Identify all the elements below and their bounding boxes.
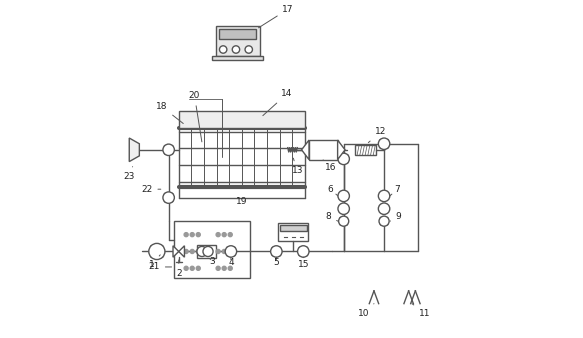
Circle shape — [184, 266, 188, 270]
Bar — [309, 140, 338, 160]
Text: 16: 16 — [323, 160, 336, 172]
Text: 11: 11 — [412, 304, 430, 318]
Text: 2: 2 — [176, 260, 181, 278]
Bar — [216, 26, 259, 56]
Text: 12: 12 — [368, 127, 387, 143]
Text: 8: 8 — [326, 212, 338, 221]
Circle shape — [190, 266, 194, 270]
Text: 21: 21 — [149, 262, 171, 271]
Circle shape — [190, 249, 194, 254]
Polygon shape — [301, 140, 309, 160]
Circle shape — [378, 138, 390, 149]
Bar — [174, 221, 250, 279]
Circle shape — [271, 246, 282, 257]
Text: 19: 19 — [236, 197, 248, 206]
Circle shape — [216, 233, 220, 237]
Bar — [278, 223, 308, 241]
Circle shape — [163, 192, 174, 203]
Text: 17: 17 — [258, 5, 294, 28]
Circle shape — [228, 233, 232, 237]
Bar — [356, 145, 376, 155]
Circle shape — [339, 216, 349, 226]
Circle shape — [196, 233, 201, 237]
Circle shape — [149, 243, 165, 260]
Text: 10: 10 — [358, 304, 374, 318]
Circle shape — [196, 249, 201, 254]
Text: 20: 20 — [189, 91, 202, 142]
Text: 23: 23 — [123, 167, 134, 181]
Circle shape — [245, 46, 252, 53]
Text: 14: 14 — [263, 90, 293, 116]
Text: 4: 4 — [228, 257, 234, 267]
Circle shape — [197, 246, 207, 257]
Circle shape — [216, 266, 220, 270]
Text: 5: 5 — [273, 257, 279, 267]
Bar — [212, 55, 263, 60]
Bar — [197, 245, 216, 258]
Circle shape — [225, 246, 237, 257]
Circle shape — [184, 249, 188, 254]
Bar — [219, 29, 256, 39]
Circle shape — [216, 249, 220, 254]
Text: 18: 18 — [156, 102, 183, 123]
Circle shape — [203, 246, 213, 257]
Circle shape — [338, 190, 349, 202]
Polygon shape — [338, 140, 345, 160]
Circle shape — [190, 233, 194, 237]
Circle shape — [228, 266, 232, 270]
Text: 22: 22 — [141, 185, 161, 194]
Bar — [179, 111, 305, 128]
Text: 6: 6 — [327, 185, 338, 196]
Text: 15: 15 — [297, 257, 309, 269]
Circle shape — [379, 216, 389, 226]
Circle shape — [378, 190, 390, 202]
Text: 7: 7 — [390, 185, 401, 196]
Circle shape — [378, 203, 390, 214]
Text: 1: 1 — [149, 255, 160, 269]
Circle shape — [219, 46, 227, 53]
Text: 9: 9 — [390, 212, 402, 221]
Circle shape — [232, 46, 240, 53]
Bar — [280, 224, 307, 231]
Circle shape — [222, 266, 226, 270]
Circle shape — [196, 266, 201, 270]
Circle shape — [222, 233, 226, 237]
Circle shape — [222, 249, 226, 254]
Polygon shape — [129, 138, 139, 162]
Circle shape — [184, 233, 188, 237]
Polygon shape — [173, 246, 179, 257]
Text: 13: 13 — [292, 158, 303, 175]
Polygon shape — [179, 246, 184, 257]
Circle shape — [163, 144, 174, 155]
Circle shape — [228, 249, 232, 254]
Circle shape — [297, 246, 309, 257]
Circle shape — [338, 203, 349, 214]
Circle shape — [338, 153, 349, 165]
Text: 3: 3 — [209, 257, 215, 266]
